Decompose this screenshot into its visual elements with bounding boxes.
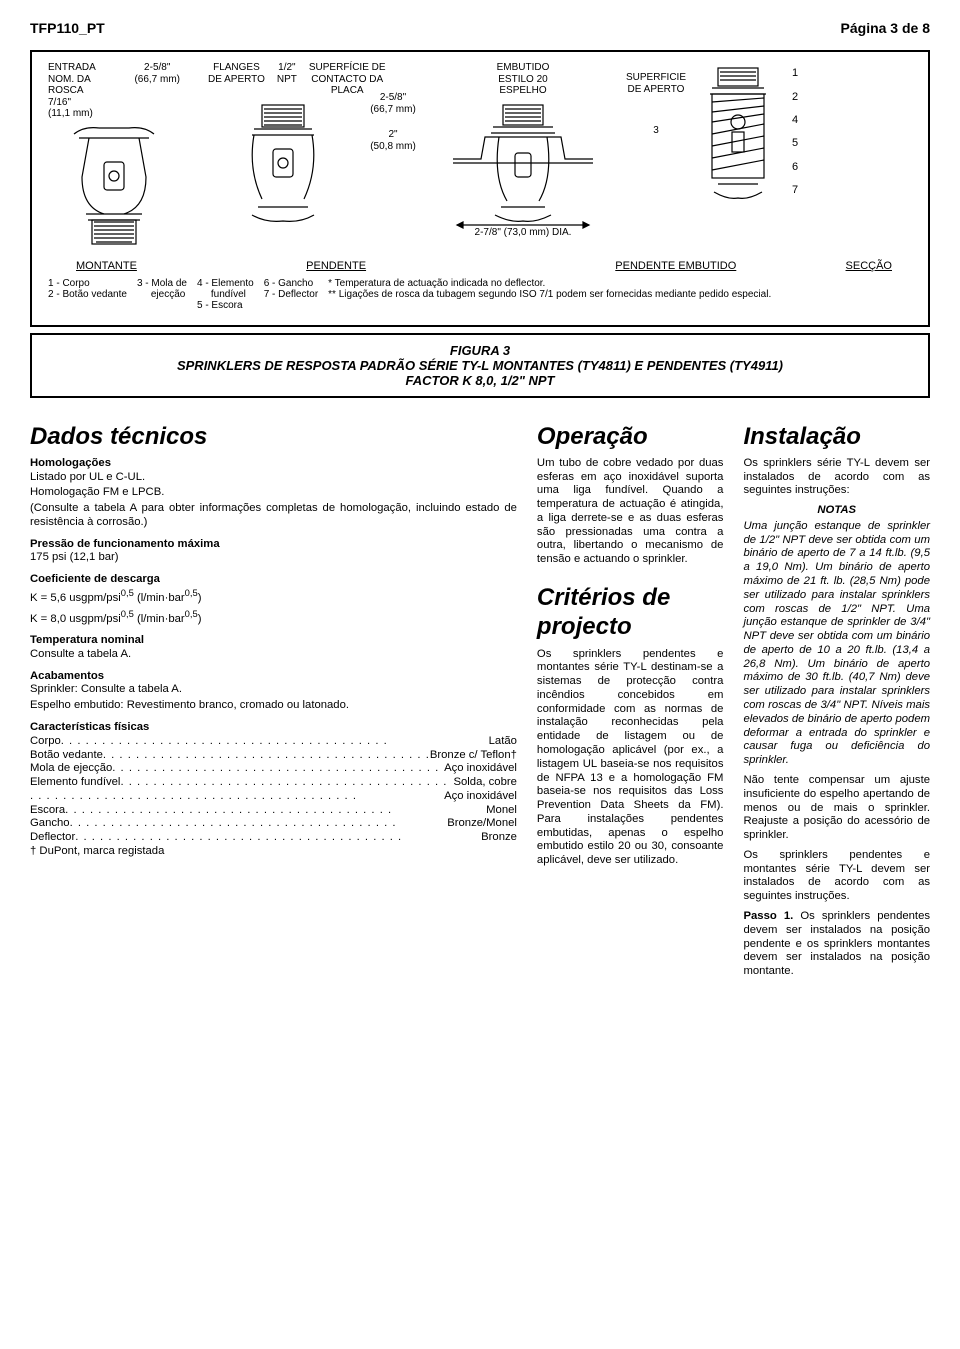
seccao-diagram xyxy=(698,62,778,212)
label-npt: 1/2" NPT xyxy=(277,62,297,97)
fis-row: GanchoBronze/Monel xyxy=(30,817,517,831)
montante-diagram xyxy=(54,122,174,252)
callout-6: 6 xyxy=(792,161,798,174)
fis-heading: Características físicas xyxy=(30,721,517,735)
dados-title: Dados técnicos xyxy=(30,422,517,451)
label-entrada: ENTRADA NOM. DA ROSCA 7/16" (11,1 mm) xyxy=(48,62,96,120)
fis-list: CorpoLatão Botão vedanteBronze c/ Teflon… xyxy=(30,735,517,845)
homolog-l1: Listado por UL e C-UL. xyxy=(30,471,517,485)
pressao-heading: Pressão de funcionamento máxima xyxy=(30,538,517,552)
sublabel-seccao: SECÇÃO xyxy=(846,260,892,272)
figure-3-box: ENTRADA NOM. DA ROSCA 7/16" (11,1 mm) 2-… xyxy=(30,50,930,327)
caption-l3: FACTOR K 8,0, 1/2" NPT xyxy=(44,373,916,388)
label-recessed: EMBUTIDO ESTILO 20 ESPELHO xyxy=(497,62,550,97)
legend-c2: 3 - Mola de ejecção xyxy=(137,278,187,311)
coef-a: K = 5,6 usgpm/psi0,5 (l/min·bar0,5) xyxy=(30,587,517,606)
instalacao-p2: Não tente compensar um ajuste insuficien… xyxy=(743,774,930,843)
dim-2in: 2" (50,8 mm) xyxy=(370,129,416,152)
callout-5: 5 xyxy=(792,137,798,150)
fis-row: Botão vedanteBronze c/ Teflon† xyxy=(30,749,517,763)
figure-3-diagram: ENTRADA NOM. DA ROSCA 7/16" (11,1 mm) 2-… xyxy=(48,62,912,252)
notas-body: Uma junção estanque de sprinkler de 1/2"… xyxy=(743,520,930,768)
fis-row: Aço inoxidável xyxy=(30,790,517,804)
fis-row: Mola de ejecçãoAço inoxidável xyxy=(30,762,517,776)
fis-row: Elemento fundívelSolda, cobre xyxy=(30,776,517,790)
coef-b: K = 8,0 usgpm/psi0,5 (l/min·bar0,5) xyxy=(30,608,517,627)
label-surface-tighten: SUPERFICIE DE APERTO xyxy=(626,72,686,95)
operacao-title: Operação xyxy=(537,422,724,451)
callout-4: 4 xyxy=(792,114,798,127)
fis-row: EscoraMonel xyxy=(30,804,517,818)
callout-2: 2 xyxy=(792,91,798,104)
caption-l2: SPRINKLERS DE RESPOSTA PADRÃO SÉRIE TY-L… xyxy=(44,358,916,373)
operacao-body: Um tubo de cobre vedado por duas esferas… xyxy=(537,457,724,567)
acab-heading: Acabamentos xyxy=(30,670,517,684)
acab-l2: Espelho embutido: Revestimento branco, c… xyxy=(30,699,517,713)
figure-legend: 1 - Corpo 2 - Botão vedante 3 - Mola de … xyxy=(48,278,912,311)
instalacao-intro: Os sprinklers série TY-L devem ser insta… xyxy=(743,457,930,498)
temp-value: Consulte a tabela A. xyxy=(30,648,517,662)
legend-c1: 1 - Corpo 2 - Botão vedante xyxy=(48,278,127,311)
instalacao-p3: Os sprinklers pendentes e montantes séri… xyxy=(743,849,930,904)
callout-3: 3 xyxy=(653,125,659,137)
instalacao-step1: Passo 1. Os sprinklers pendentes devem s… xyxy=(743,910,930,979)
doc-id: TFP110_PT xyxy=(30,20,105,36)
figure-sublabels: MONTANTE PENDENTE PENDENTE EMBUTIDO SECÇ… xyxy=(48,260,912,272)
col-dados-tecnicos: Dados técnicos Homologações Listado por … xyxy=(30,422,517,981)
criterios-body: Os sprinklers pendentes e montantes séri… xyxy=(537,648,724,869)
legend-c4: 6 - Gancho 7 - Deflector xyxy=(264,278,318,311)
fis-row: DeflectorBronze xyxy=(30,831,517,845)
dim-258-b: 2-5/8" (66,7 mm) xyxy=(370,92,416,115)
col-operacao-criterios: Operação Um tubo de cobre vedado por dua… xyxy=(537,422,724,981)
homolog-heading: Homologações xyxy=(30,457,517,471)
legend-notes: * Temperatura de actuação indicada no de… xyxy=(328,278,912,311)
label-258-a: 2-5/8" (66,7 mm) xyxy=(134,62,180,120)
page-number: Página 3 de 8 xyxy=(841,20,930,36)
criterios-title: Critérios de projecto xyxy=(537,583,724,642)
fis-foot: † DuPont, marca registada xyxy=(30,845,517,859)
legend-c3: 4 - Elemento fundível 5 - Escora xyxy=(197,278,254,311)
fis-row: CorpoLatão xyxy=(30,735,517,749)
callout-7: 7 xyxy=(792,184,798,197)
body-columns: Dados técnicos Homologações Listado por … xyxy=(30,422,930,981)
sublabel-pendente: PENDENTE xyxy=(306,260,366,272)
section-callouts: 1 2 4 5 6 7 xyxy=(792,62,798,202)
pendente-diagram xyxy=(218,99,348,229)
figure-3-caption: FIGURA 3 SPRINKLERS DE RESPOSTA PADRÃO S… xyxy=(30,333,930,398)
notas-label: NOTAS xyxy=(743,504,930,518)
coef-heading: Coeficiente de descarga xyxy=(30,573,517,587)
homolog-l2: Homologação FM e LPCB. xyxy=(30,486,517,500)
pressao-value: 175 psi (12,1 bar) xyxy=(30,551,517,565)
homolog-l3: (Consulte a tabela A para obter informaç… xyxy=(30,502,517,530)
caption-l1: FIGURA 3 xyxy=(44,343,916,358)
callout-1: 1 xyxy=(792,67,798,80)
sublabel-pendente-emb: PENDENTE EMBUTIDO xyxy=(615,260,736,272)
acab-l1: Sprinkler: Consulte a tabela A. xyxy=(30,683,517,697)
dim-dia: 2-7/8" (73,0 mm) DIA. xyxy=(475,227,572,239)
temp-heading: Temperatura nominal xyxy=(30,634,517,648)
page-header: TFP110_PT Página 3 de 8 xyxy=(30,20,930,36)
col-instalacao: Instalação Os sprinklers série TY-L deve… xyxy=(743,422,930,981)
label-flanges: FLANGES DE APERTO xyxy=(208,62,265,97)
instalacao-title: Instalação xyxy=(743,422,930,451)
pendente-embutido-diagram xyxy=(433,99,613,229)
sublabel-montante: MONTANTE xyxy=(76,260,137,272)
